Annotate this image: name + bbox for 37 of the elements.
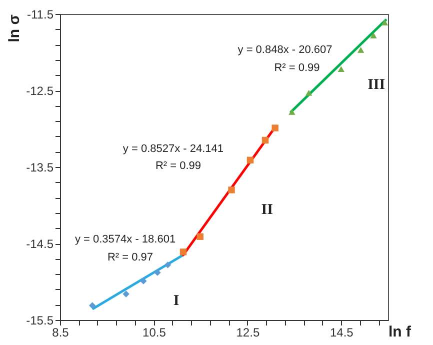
- annotation: R² = 0.97: [107, 252, 154, 264]
- x-axis-title: ln f: [388, 324, 412, 340]
- point: [288, 109, 296, 115]
- annotation: III: [368, 77, 386, 94]
- point: [381, 20, 388, 26]
- x-tick-label: 10.5: [142, 326, 166, 340]
- y-tick-label: -13.5: [26, 160, 54, 174]
- point: [305, 90, 312, 96]
- x-tick-label: 14.5: [330, 326, 354, 340]
- point: [164, 262, 172, 268]
- annotation: R² = 0.99: [274, 62, 320, 74]
- y-tick-label: -12.5: [26, 84, 54, 98]
- annotation: y = 0.8527x - 24.141: [122, 142, 224, 155]
- point: [370, 32, 377, 38]
- y-tick-label: -15.5: [26, 314, 54, 328]
- x-tick-label: 12.5: [236, 326, 260, 340]
- y-tick-label: -14.5: [26, 237, 54, 251]
- point: [154, 269, 161, 276]
- annotation: I: [173, 292, 180, 309]
- annotation: II: [261, 202, 274, 218]
- annotation: R² = 0.99: [155, 160, 202, 172]
- point: [88, 302, 96, 309]
- point: [140, 278, 147, 284]
- point: [357, 47, 364, 53]
- point: [246, 156, 254, 164]
- annotation: y = 0.3574x - 18.601: [74, 234, 176, 246]
- x-tick-label: 8.5: [52, 326, 70, 340]
- point: [180, 248, 187, 256]
- y-tick-label: -11.5: [27, 8, 54, 22]
- point: [262, 136, 269, 144]
- point: [228, 186, 235, 194]
- point: [272, 124, 278, 132]
- point: [196, 233, 204, 240]
- annotation: y = 0.848x - 20.607: [238, 44, 332, 56]
- y-axis-title: ln σ: [6, 14, 24, 42]
- point: [122, 290, 130, 298]
- point: [338, 66, 344, 72]
